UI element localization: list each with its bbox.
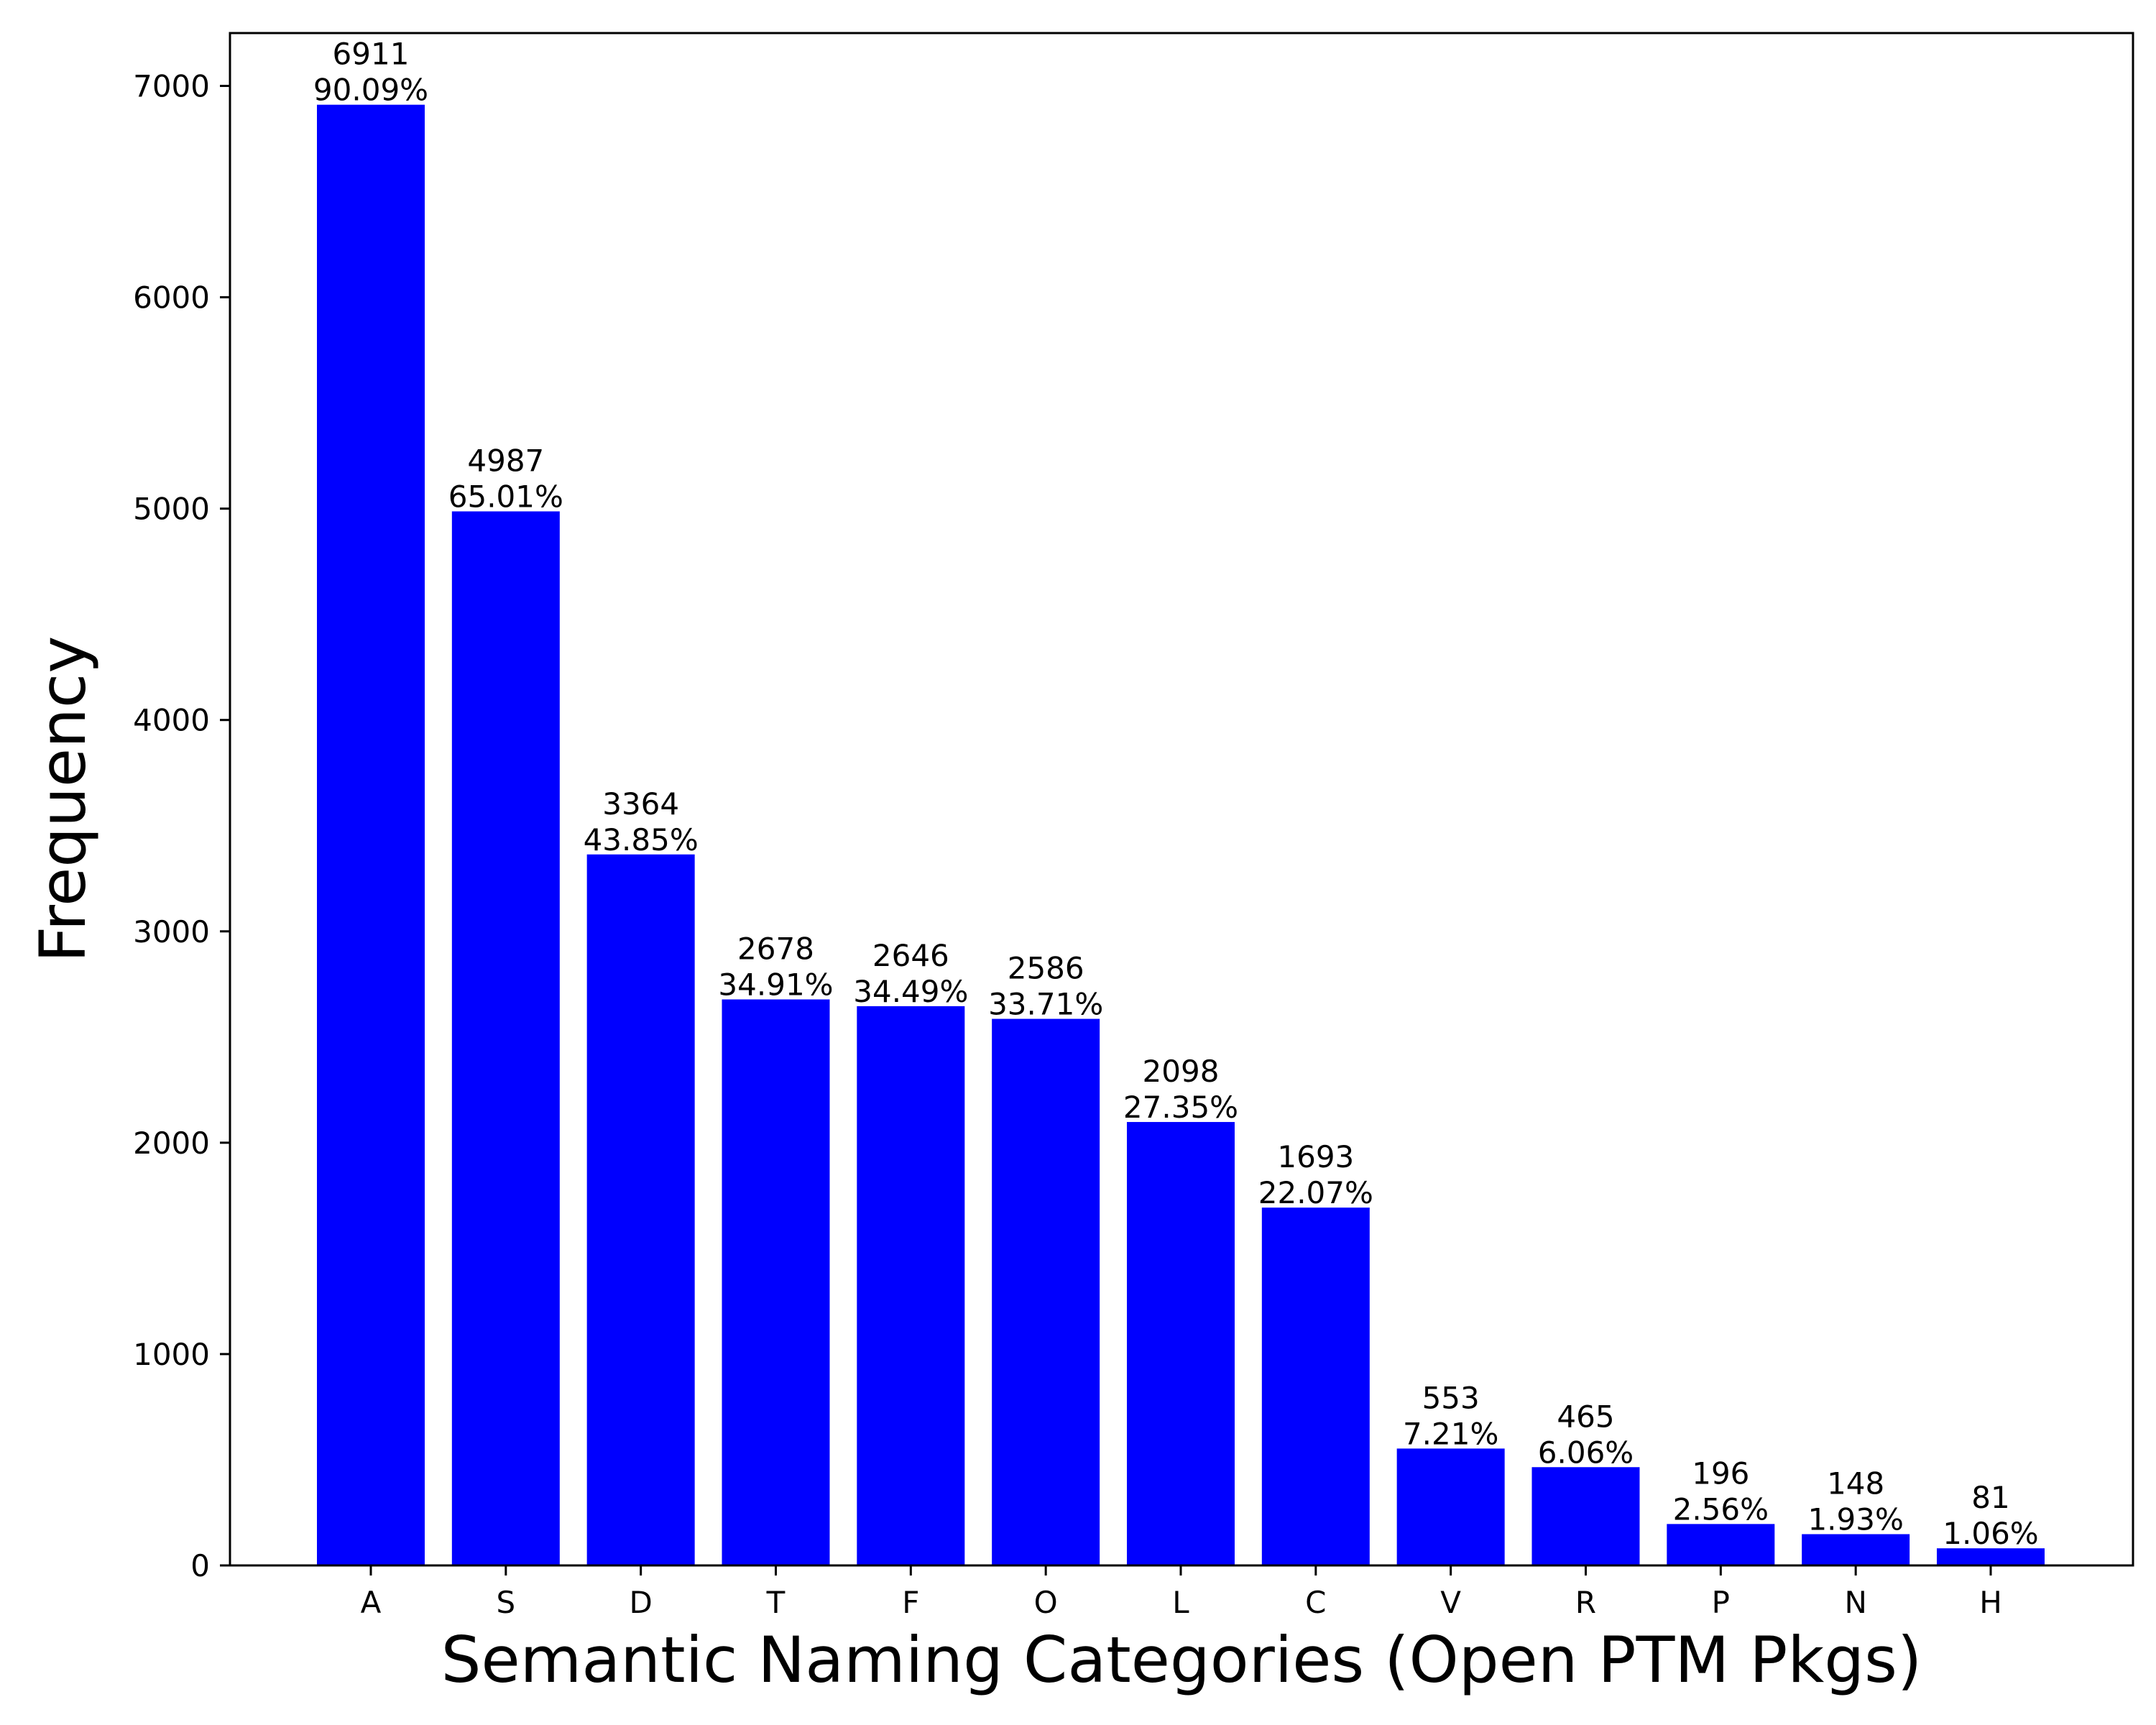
y-axis: 0 1000 2000 3000 4000 5000 6000 7000	[133, 69, 230, 1583]
plot-frame	[229, 32, 2134, 1567]
bar-count-label: 553	[1422, 1380, 1480, 1415]
bar-percent-label: 27.35%	[1123, 1090, 1238, 1125]
bar-percent-label: 1.06%	[1943, 1516, 2038, 1551]
bar-percent-label: 34.91%	[718, 967, 833, 1002]
bar-percent-label: 2.56%	[1673, 1491, 1769, 1527]
x-tick-label: L	[1172, 1585, 1189, 1620]
x-tick-label: V	[1440, 1585, 1461, 1620]
y-tick-label: 1000	[133, 1337, 210, 1372]
bar-A	[317, 104, 425, 1566]
bar-R	[1531, 1467, 1640, 1565]
bar-N	[1802, 1534, 1910, 1565]
bar-count-label: 2646	[872, 938, 949, 973]
bar-F	[857, 1006, 965, 1565]
bar-percent-label: 22.07%	[1258, 1175, 1373, 1210]
y-tick-label: 5000	[133, 492, 210, 527]
y-tick-label: 6000	[133, 280, 210, 316]
bar-V	[1396, 1448, 1505, 1565]
x-tick-label: R	[1575, 1585, 1596, 1620]
x-tick-label: O	[1034, 1585, 1058, 1620]
bar-percent-label: 33.71%	[988, 987, 1103, 1022]
bar-T	[722, 999, 830, 1565]
bar-count-label: 2678	[737, 931, 814, 966]
x-tick-label: N	[1844, 1585, 1866, 1620]
x-tick-label: A	[361, 1585, 382, 1620]
y-tick-label: 7000	[133, 69, 210, 104]
x-tick-label: P	[1712, 1585, 1730, 1620]
x-tick-label: H	[1979, 1585, 2002, 1620]
bar-percent-label: 43.85%	[584, 822, 699, 857]
y-axis-title: Frequency	[26, 636, 100, 963]
bar-percent-label: 1.93%	[1807, 1501, 1903, 1537]
x-tick-label: D	[629, 1585, 652, 1620]
y-tick-label: 4000	[133, 703, 210, 738]
bars-group	[317, 104, 2045, 1566]
bar-count-label: 148	[1827, 1466, 1884, 1501]
bar-percent-label: 90.09%	[313, 73, 428, 108]
bar-count-label: 196	[1692, 1455, 1749, 1491]
bar-count-label: 2586	[1008, 951, 1084, 986]
bar-count-label: 1693	[1277, 1139, 1354, 1174]
bar-percent-label: 65.01%	[448, 479, 563, 514]
x-tick-label: T	[766, 1585, 786, 1620]
x-axis-title: Semantic Naming Categories (Open PTM Pkg…	[441, 1623, 1922, 1697]
bar-count-label: 6911	[333, 37, 410, 72]
bar-count-label: 81	[1971, 1480, 2009, 1515]
bar-L	[1127, 1122, 1235, 1565]
bar-O	[992, 1018, 1100, 1565]
bar-percent-label: 6.06%	[1538, 1435, 1634, 1470]
bar-count-label: 3364	[602, 786, 679, 822]
bar-H	[1937, 1548, 2045, 1565]
bar-count-label: 4987	[467, 443, 544, 478]
bar-percent-label: 34.49%	[853, 974, 968, 1009]
y-tick-label: 2000	[133, 1126, 210, 1161]
bar-D	[586, 854, 695, 1565]
y-tick-label: 0	[190, 1548, 210, 1583]
bar-P	[1667, 1524, 1775, 1565]
x-tick-label: S	[496, 1585, 515, 1620]
bar-C	[1261, 1208, 1370, 1565]
x-tick-label: C	[1305, 1585, 1326, 1620]
y-tick-label: 3000	[133, 914, 210, 949]
bar-S	[451, 511, 560, 1566]
bar-count-label: 2098	[1143, 1054, 1220, 1089]
bar-count-label: 465	[1557, 1399, 1614, 1434]
bar-percent-label: 7.21%	[1403, 1416, 1498, 1451]
x-tick-label: F	[902, 1585, 919, 1620]
